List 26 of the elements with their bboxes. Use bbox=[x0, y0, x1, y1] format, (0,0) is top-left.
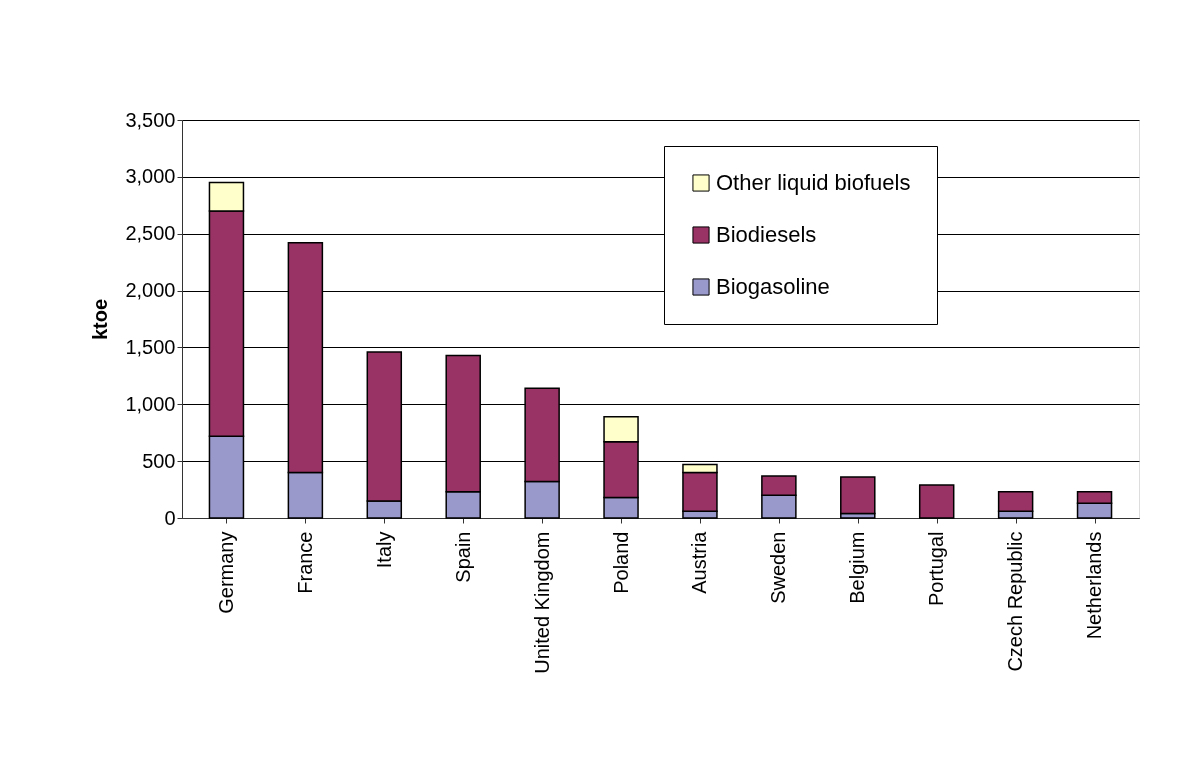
y-axis-title: ktoe bbox=[89, 298, 112, 341]
x-tick-label: Italy bbox=[372, 531, 395, 569]
legend-label: Biogasoline bbox=[716, 274, 830, 299]
y-tick-label: 3,500 bbox=[125, 108, 176, 131]
y-tick-label: 3,000 bbox=[125, 165, 176, 188]
y-tick-label: 0 bbox=[164, 506, 176, 529]
x-tick-label: Sweden bbox=[767, 531, 790, 604]
x-tick-label: Poland bbox=[609, 531, 632, 594]
bar bbox=[918, 484, 955, 519]
y-tick-label: 2,000 bbox=[125, 279, 176, 302]
legend-label: Other liquid biofuels bbox=[716, 170, 911, 195]
y-tick-label: 1,000 bbox=[125, 392, 176, 415]
x-tick-label: Portugal bbox=[925, 531, 948, 606]
x-tick-label: France bbox=[293, 531, 316, 594]
x-tick-label: Germany bbox=[214, 531, 237, 614]
x-tick-label: Belgium bbox=[846, 531, 869, 604]
y-tick-label: 1,500 bbox=[125, 335, 176, 358]
legend-label: Biodiesels bbox=[716, 222, 817, 247]
x-tick-label: Czech Republic bbox=[1004, 531, 1027, 672]
x-tick-label: Spain bbox=[451, 531, 474, 583]
x-tick-label: United Kingdom bbox=[530, 531, 553, 674]
bar bbox=[840, 476, 876, 515]
x-tick-label: Netherlands bbox=[1083, 531, 1106, 640]
x-tick-label: Austria bbox=[688, 530, 711, 594]
y-tick-label: 2,500 bbox=[125, 222, 176, 245]
y-tick-label: 500 bbox=[142, 449, 176, 472]
